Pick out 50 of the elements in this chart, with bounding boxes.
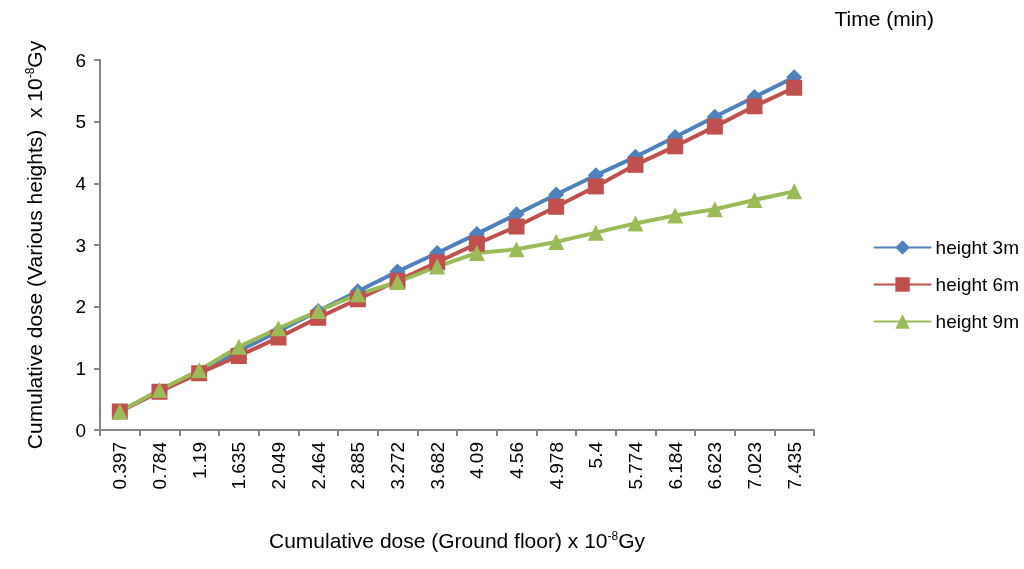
text: Time (min) (834, 7, 934, 30)
y-tick-label: 6 (75, 49, 86, 71)
point (706, 201, 723, 218)
legend-label: height 9m (935, 311, 1020, 332)
y-tick-label: 2 (75, 296, 86, 318)
x-tick-label: 7.023 (744, 442, 765, 490)
point (587, 178, 604, 195)
x-tick-label: 5.774 (625, 441, 646, 490)
point (468, 235, 485, 252)
legend-label: height 6m (935, 274, 1020, 295)
y-tick-label: 1 (75, 357, 86, 379)
y-axis-title: Cumulative dose (Various heights) x 10-8Gy (23, 40, 46, 450)
point (429, 258, 446, 275)
point (786, 183, 803, 200)
x-tick-label: 5.4 (585, 441, 607, 469)
point (230, 338, 247, 355)
point (667, 138, 684, 155)
point (706, 118, 723, 135)
y-tick-label: 4 (75, 172, 87, 194)
x-tick-label: 0.784 (149, 441, 170, 490)
x-tick-label: 2.049 (268, 442, 289, 490)
legend-label: height 3m (935, 237, 1020, 258)
point (508, 218, 525, 235)
x-tick-label: 0.397 (109, 442, 131, 490)
y-tick-label: 3 (75, 234, 86, 256)
x-tick-label: 3.682 (426, 442, 448, 490)
x-tick-label: 7.435 (783, 442, 805, 490)
point (786, 79, 803, 96)
y-tick-label: 0 (75, 419, 86, 441)
y-tick-label: 5 (75, 111, 86, 133)
point (627, 156, 644, 173)
point (746, 98, 763, 115)
point (627, 215, 644, 232)
x-tick-label: 2.464 (307, 441, 329, 490)
x-tick-label: 4.56 (506, 442, 527, 479)
point (746, 191, 763, 208)
x-tick-label: 6.184 (664, 441, 686, 490)
x-tick-label: 6.623 (704, 442, 726, 490)
x-tick-label: 1.19 (188, 442, 210, 479)
x-tick-label: 3.272 (387, 442, 408, 490)
point (508, 241, 525, 258)
point (548, 198, 565, 215)
point (468, 245, 485, 262)
point (667, 207, 684, 224)
point (587, 224, 604, 241)
x-tick-label: 1.635 (228, 442, 250, 490)
x-tick-label: 2.885 (347, 442, 369, 490)
x-tick-label: 4.09 (466, 442, 488, 479)
point (548, 233, 565, 250)
x-tick-label: 4.978 (545, 442, 567, 490)
